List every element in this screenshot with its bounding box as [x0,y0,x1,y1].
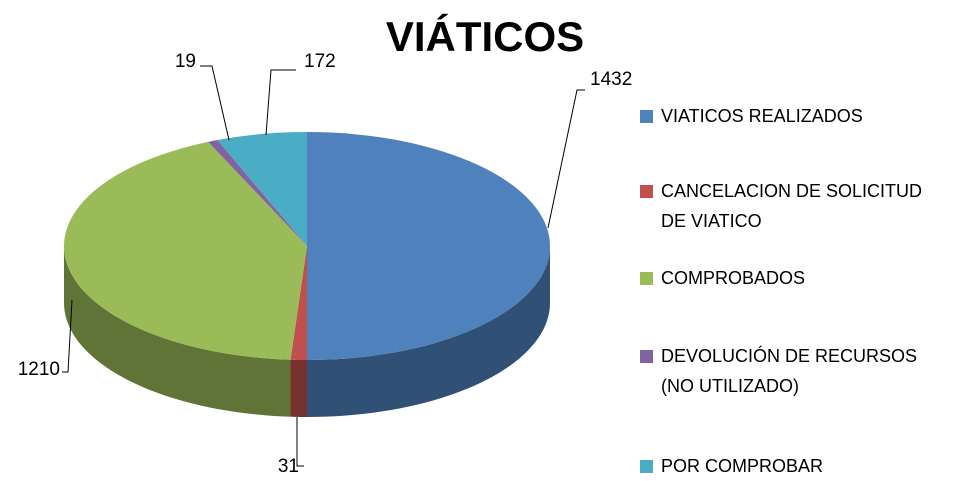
slice [307,132,550,360]
slice-side [290,359,307,417]
slice [217,132,307,246]
legend-entry: CANCELACION DE SOLICITUD DE VIATICO [640,176,940,236]
legend-entry: DEVOLUCIÓN DE RECURSOS (NO UTILIZADO) [640,341,940,401]
slice [64,141,307,360]
slice [290,246,307,360]
leader-line [296,417,304,467]
leader-line [200,65,230,141]
legend-entry: COMPROBADOS [640,263,940,293]
legend-label: POR COMPROBAR [661,456,824,476]
legend-entry: VIATICOS REALIZADOS [640,101,940,131]
slice-side [307,246,550,417]
legend-swatch [640,110,653,123]
leader-line [265,69,296,136]
slice-side [64,246,291,417]
legend-entry: POR COMPROBAR [640,451,940,481]
legend-swatch [640,185,653,198]
data-label: 1432 [590,69,632,90]
data-label: 172 [304,51,336,72]
data-label: 31 [278,456,299,477]
leader-line [62,299,73,373]
chart-title: VIÁTICOS [386,13,584,60]
legend-swatch [640,460,653,473]
data-label: 19 [175,51,196,72]
legend-swatch [640,272,653,285]
legend-label: COMPROBADOS [661,268,806,288]
legend-label: VIATICOS REALIZADOS [661,106,863,126]
leader-line [547,89,585,229]
legend-swatch [640,350,653,363]
data-label: 1210 [18,359,60,380]
slice [208,140,307,246]
legend-label: CANCELACION DE SOLICITUD DE VIATICO [661,181,923,231]
legend-label: DEVOLUCIÓN DE RECURSOS (NO UTILIZADO) [661,346,918,396]
